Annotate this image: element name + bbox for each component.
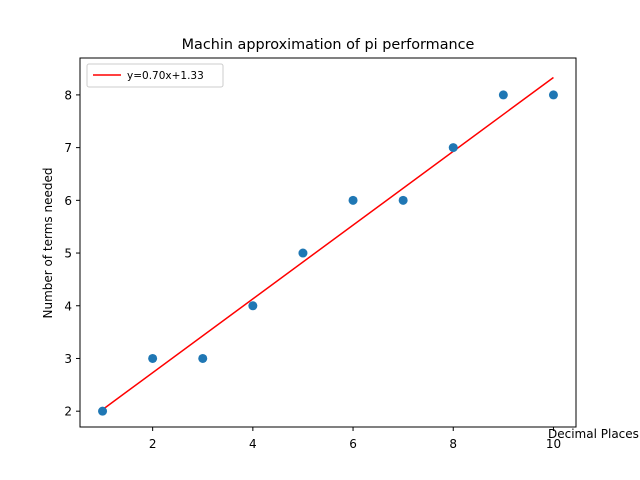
y-ticks: 2 3 4 5 6 7 8 xyxy=(64,88,80,419)
legend: y=0.70x+1.33 xyxy=(86,63,224,88)
plot-area xyxy=(98,76,558,416)
x-tick-label: 2 xyxy=(149,437,157,451)
data-point xyxy=(198,353,208,363)
x-tick-label: 10 xyxy=(546,437,561,451)
y-axis-label: Number of terms needed xyxy=(41,168,55,319)
data-point xyxy=(448,143,458,153)
y-tick-label: 3 xyxy=(64,352,72,366)
legend-entry-fit: y=0.70x+1.33 xyxy=(127,70,204,82)
y-tick-label: 8 xyxy=(64,88,72,102)
x-tick-label: 6 xyxy=(349,437,357,451)
data-point xyxy=(298,248,308,258)
data-point xyxy=(398,195,408,205)
x-tick-label: 8 xyxy=(449,437,457,451)
chart-title: Machin approximation of pi performance xyxy=(182,37,475,53)
legend-box xyxy=(86,63,224,88)
y-tick-label: 6 xyxy=(64,194,72,208)
y-tick-label: 4 xyxy=(64,299,72,313)
data-point xyxy=(148,353,158,363)
data-point xyxy=(248,301,258,311)
y-tick-label: 7 xyxy=(64,141,72,155)
y-tick-label: 2 xyxy=(64,405,72,419)
fit-line xyxy=(102,76,554,411)
data-point xyxy=(548,90,558,100)
data-point xyxy=(98,406,108,416)
axes-frame xyxy=(79,57,577,428)
x-axis-label: Decimal Places xyxy=(548,427,639,441)
data-point xyxy=(348,195,358,205)
x-ticks: 2 4 6 8 10 xyxy=(149,427,561,451)
y-tick-label: 5 xyxy=(64,247,72,261)
data-point xyxy=(498,90,508,100)
x-tick-label: 4 xyxy=(249,437,257,451)
